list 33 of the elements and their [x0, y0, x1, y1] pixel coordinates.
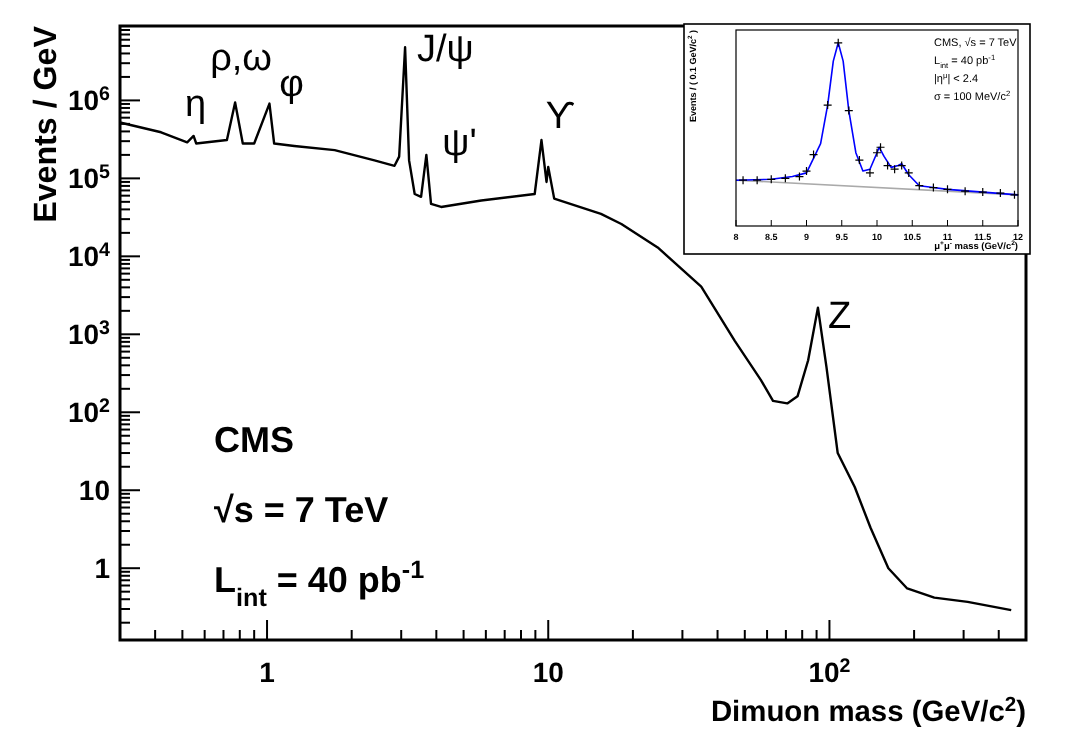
y-tick-label: 10$^{3}$: [67, 317, 112, 351]
y-tick-label: 10$^{2}$: [67, 395, 112, 429]
annotation: √s = 7 TeV: [214, 490, 389, 530]
point: [978, 187, 988, 197]
y-tick-label: 10$^{5}$: [67, 161, 112, 195]
x-tick-label: 10$^{2}$: [808, 655, 852, 688]
annotation: ρ,ω: [210, 38, 273, 81]
point: [904, 168, 914, 178]
point: [823, 100, 833, 110]
y-tick-label: 10: [78, 474, 111, 507]
x-axis-title: Dimuon mass (GeV/c$^{2}$): [710, 694, 1027, 730]
point: [801, 166, 812, 176]
point: [1009, 190, 1020, 200]
annotation: φ: [279, 63, 304, 106]
annotation: η: [185, 83, 207, 126]
annotation: Z: [827, 295, 852, 338]
y-tick-label: 10$^{4}$: [67, 239, 112, 273]
y-tick-label: 10$^{6}$: [67, 83, 112, 117]
annotation: J/ψ: [417, 29, 474, 72]
x-tick-label: 10: [532, 656, 565, 688]
point: [865, 168, 875, 178]
annotation: ψ': [442, 122, 477, 165]
y-axis-title: Events / GeV: [28, 25, 64, 223]
point: [960, 186, 970, 196]
y-tick-label: 1: [94, 552, 111, 585]
x-tick-label: 1: [259, 656, 276, 688]
annotation: L$_{int}$ = 40 pb$^{-1}$: [214, 556, 425, 612]
point: [872, 148, 882, 158]
point: [738, 175, 748, 185]
annotation: ϒ: [545, 96, 576, 139]
point: [854, 155, 864, 165]
annotation: CMS: [214, 420, 294, 460]
point: [995, 188, 1005, 198]
